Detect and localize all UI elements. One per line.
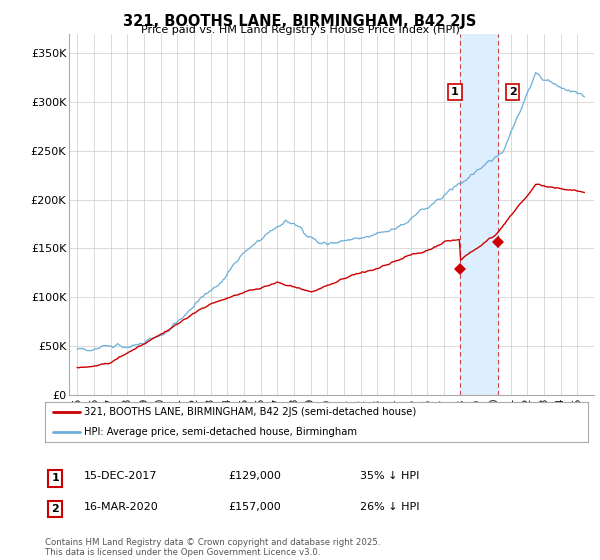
Bar — [460, 34, 497, 395]
Text: £157,000: £157,000 — [228, 502, 281, 512]
Text: 2: 2 — [509, 87, 517, 97]
Text: 16-MAR-2020: 16-MAR-2020 — [84, 502, 159, 512]
Text: 2: 2 — [52, 504, 59, 514]
Text: £129,000: £129,000 — [228, 471, 281, 481]
Text: 1: 1 — [451, 87, 459, 97]
Text: 15-DEC-2017: 15-DEC-2017 — [84, 471, 157, 481]
Text: Contains HM Land Registry data © Crown copyright and database right 2025.
This d: Contains HM Land Registry data © Crown c… — [45, 538, 380, 557]
Text: Price paid vs. HM Land Registry's House Price Index (HPI): Price paid vs. HM Land Registry's House … — [140, 25, 460, 35]
Text: 35% ↓ HPI: 35% ↓ HPI — [360, 471, 419, 481]
Text: 1: 1 — [52, 473, 59, 483]
Text: HPI: Average price, semi-detached house, Birmingham: HPI: Average price, semi-detached house,… — [84, 427, 357, 437]
Text: 26% ↓ HPI: 26% ↓ HPI — [360, 502, 419, 512]
Text: 321, BOOTHS LANE, BIRMINGHAM, B42 2JS (semi-detached house): 321, BOOTHS LANE, BIRMINGHAM, B42 2JS (s… — [84, 407, 416, 417]
Text: 321, BOOTHS LANE, BIRMINGHAM, B42 2JS: 321, BOOTHS LANE, BIRMINGHAM, B42 2JS — [124, 14, 476, 29]
